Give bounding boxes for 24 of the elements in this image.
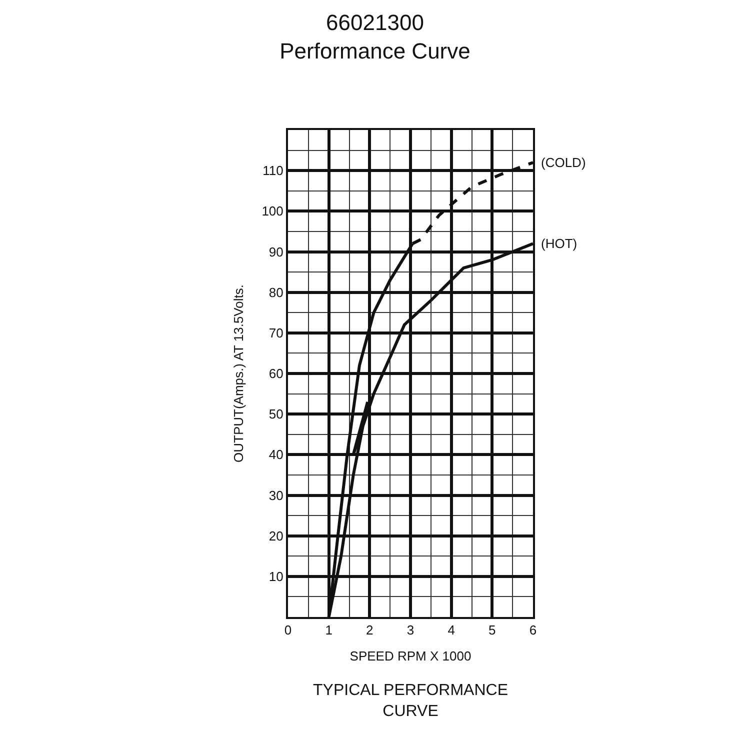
y-tick-label: 100 <box>262 204 284 219</box>
x-tick-label: 6 <box>529 622 537 638</box>
x-tick-label: 1 <box>325 622 332 638</box>
y-tick-label: 50 <box>268 406 284 422</box>
chart-title: 66021300 Performance Curve <box>280 10 470 64</box>
x-tick-label: 2 <box>366 622 374 638</box>
y-tick-label: 80 <box>268 284 284 300</box>
y-tick-label: 20 <box>268 528 284 544</box>
y-tick-label: 40 <box>268 447 284 462</box>
series-label: (HOT) <box>541 236 578 251</box>
y-tick-label: 60 <box>268 366 284 382</box>
x-tick-label: 3 <box>406 622 414 638</box>
y-tick-label: 30 <box>268 488 284 503</box>
y-tick-label: 10 <box>268 568 284 584</box>
x-tick-label: 0 <box>284 622 292 638</box>
series-label: (COLD) <box>541 155 586 170</box>
y-tick-label: 90 <box>268 244 284 260</box>
y-tick-label: 70 <box>268 325 284 340</box>
x-axis-title: SPEED RPM X 1000 <box>350 648 472 664</box>
x-tick-label: 5 <box>488 622 496 638</box>
x-tick-label: 4 <box>448 622 455 638</box>
text: TYPICAL PERFORMANCE CURVE <box>313 682 508 720</box>
y-axis-title: OUTPUT(Amps.) AT 13.5Volts. <box>231 284 246 462</box>
y-tick-label: 110 <box>262 163 284 178</box>
